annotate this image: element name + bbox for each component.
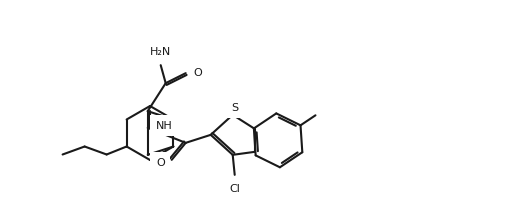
Text: H₂N: H₂N (150, 47, 171, 57)
Text: S: S (231, 103, 238, 113)
Text: Cl: Cl (229, 184, 240, 194)
Text: O: O (156, 158, 165, 168)
Text: NH: NH (156, 121, 172, 131)
Text: O: O (194, 68, 203, 78)
